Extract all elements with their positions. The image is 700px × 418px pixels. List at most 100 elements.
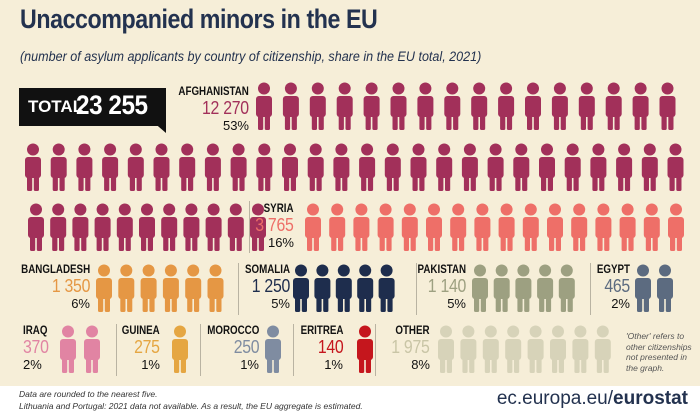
country-name: BANGLADESH [21,264,90,276]
person-icon-afghanistan [250,203,266,251]
person-icon-afghanistan [50,143,67,191]
label-egypt: EGYPT 465 2% [591,264,630,312]
label-somalia: SOMALIA 1 250 5% [237,264,290,312]
person-icon-afghanistan [498,82,515,130]
country-name: GUINEA [121,325,160,337]
country-name: IRAQ [23,325,48,337]
person-icon-syria [377,203,394,251]
person-icon-afghanistan [659,82,676,130]
person-icon-afghanistan [667,143,684,191]
country-value: 3 765 [255,215,295,235]
person-icon-afghanistan [205,203,222,251]
source-url: ec.europa.eu/eurostat [497,388,688,410]
person-icon-afghanistan [333,143,350,191]
person-icon-syria [522,203,539,251]
country-value: 275 [134,337,160,357]
person-icon-bangladesh [118,264,135,312]
footnote-rounding: Data are rounded to the nearest five. [19,389,158,399]
person-icon-afghanistan [72,203,89,251]
total-callout-pointer [152,121,166,133]
person-icon-bangladesh [162,264,179,312]
person-icon-iraq [84,325,100,373]
label-syria: SYRIA 3 765 16% [250,203,295,251]
person-icon-egypt [657,264,673,312]
person-icon-bangladesh [185,264,202,312]
person-icon-guinea [172,325,188,373]
country-value: 12 270 [202,98,249,118]
url-brand: eurostat [613,388,688,409]
country-value: 1 350 [51,276,91,296]
person-icon-other [572,325,589,373]
person-icon-syria [619,203,636,251]
person-icon-afghanistan [444,82,461,130]
person-icon-afghanistan [256,82,272,130]
person-icon-bangladesh [207,264,224,312]
person-icon-afghanistan [551,82,568,130]
country-value: 465 [604,276,630,296]
country-share: 2% [23,357,42,372]
label-morocco: MOROCCO 250 1% [198,325,259,373]
person-icon-somalia [378,264,395,312]
country-name: PAKISTAN [417,264,466,276]
person-icon-syria [595,203,612,251]
person-icon-afghanistan [204,143,221,191]
label-other: OTHER 1 975 8% [386,325,431,373]
total-label: TOTAL [28,97,84,116]
person-icon-afghanistan [227,203,244,251]
person-icon-afghanistan [605,82,622,130]
person-icon-syria [401,203,418,251]
label-bangladesh: BANGLADESH 1 350 6% [9,264,90,312]
url-prefix: ec.europa.eu/ [496,388,614,409]
person-icon-afghanistan [632,82,649,130]
country-name: SYRIA [264,203,294,215]
person-icon-afghanistan [384,143,401,191]
country-share: 1% [240,357,259,372]
divider [590,263,591,315]
footnote-missing-data: Lithuania and Portugal: 2021 data not av… [19,401,363,411]
country-value: 370 [23,337,49,357]
person-icon-afghanistan [539,143,555,191]
person-icon-afghanistan [616,143,633,191]
person-icon-afghanistan [183,203,200,251]
person-icon-afghanistan [256,143,273,191]
person-icon-syria [571,203,588,251]
country-name: ERITREA [300,325,343,337]
other-note: 'Other' refers to other citizenships not… [626,331,692,373]
country-name: SOMALIA [244,264,290,276]
country-share: 1% [324,357,343,372]
person-icon-afghanistan [471,82,488,130]
person-icon-afghanistan [590,143,607,191]
person-icon-somalia [335,264,352,312]
person-icon-afghanistan [564,143,581,191]
person-icon-other [527,325,544,373]
country-share: 5% [447,296,466,311]
country-share: 2% [611,296,630,311]
footer [0,386,700,418]
country-share: 16% [267,235,294,250]
person-icon-afghanistan [359,143,376,191]
person-icon-syria [643,203,660,251]
country-share: 5% [271,296,290,311]
total-callout [19,88,166,126]
person-icon-afghanistan [282,82,299,130]
person-icon-afghanistan [161,203,178,251]
person-icon-pakistan [558,264,575,312]
person-icon-other [438,325,454,373]
person-icon-afghanistan [309,82,326,130]
country-value: 1 140 [427,276,467,296]
person-icon-afghanistan [410,143,427,191]
divider [249,201,250,253]
person-icon-pakistan [472,264,488,312]
person-icon-afghanistan [139,203,155,251]
person-icon-afghanistan [487,143,504,191]
total-value: 23 255 [76,90,148,120]
person-icon-afghanistan [94,203,111,251]
country-share: 53% [222,118,249,133]
country-value: 250 [233,337,259,357]
person-icon-afghanistan [76,143,93,191]
country-name: AFGHANISTAN [178,86,249,98]
person-icon-syria [547,203,563,251]
country-name: OTHER [395,325,430,337]
